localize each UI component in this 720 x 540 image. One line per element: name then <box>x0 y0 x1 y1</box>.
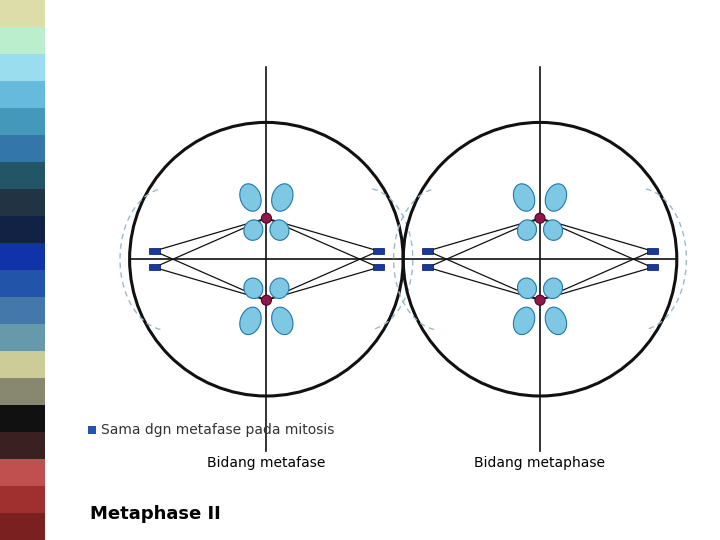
Ellipse shape <box>270 278 289 299</box>
Bar <box>423 248 433 254</box>
Bar <box>373 265 384 271</box>
Circle shape <box>535 213 545 223</box>
Bar <box>149 248 160 254</box>
Bar <box>0 513 45 540</box>
Bar <box>0 162 45 189</box>
Bar <box>0 81 45 108</box>
Ellipse shape <box>240 307 261 335</box>
Bar <box>373 248 384 254</box>
Text: Sama dgn metafase pada mitosis: Sama dgn metafase pada mitosis <box>101 423 334 437</box>
Bar <box>0 27 45 54</box>
Ellipse shape <box>545 184 567 211</box>
Bar <box>0 135 45 162</box>
Bar <box>0 432 45 459</box>
Bar <box>0 108 45 135</box>
Text: Bidang metafase: Bidang metafase <box>207 456 325 470</box>
Bar <box>0 486 45 513</box>
Bar <box>0 324 45 351</box>
Circle shape <box>261 295 271 305</box>
Bar <box>0 459 45 486</box>
Bar <box>647 248 657 254</box>
Ellipse shape <box>240 184 261 211</box>
Bar <box>0 270 45 297</box>
Ellipse shape <box>518 278 536 299</box>
Bar <box>0 216 45 243</box>
Bar <box>0 378 45 405</box>
Circle shape <box>535 295 545 305</box>
Ellipse shape <box>513 307 535 335</box>
Ellipse shape <box>513 184 535 211</box>
Bar <box>0 405 45 432</box>
Bar <box>647 265 657 271</box>
Bar <box>0 0 45 27</box>
Bar <box>149 265 160 271</box>
Text: Bidang metaphase: Bidang metaphase <box>474 456 606 470</box>
Bar <box>0 297 45 324</box>
Ellipse shape <box>544 220 562 240</box>
Bar <box>0 243 45 270</box>
Ellipse shape <box>544 278 562 299</box>
Ellipse shape <box>271 307 293 335</box>
Ellipse shape <box>244 220 263 240</box>
Text: Metaphase II: Metaphase II <box>90 505 221 523</box>
Bar <box>423 265 433 271</box>
Ellipse shape <box>271 184 293 211</box>
Ellipse shape <box>270 220 289 240</box>
Bar <box>0 54 45 81</box>
Bar <box>0 189 45 216</box>
Circle shape <box>261 213 271 223</box>
Ellipse shape <box>518 220 536 240</box>
Ellipse shape <box>545 307 567 335</box>
Bar <box>88 426 96 434</box>
Ellipse shape <box>244 278 263 299</box>
Bar <box>0 351 45 378</box>
